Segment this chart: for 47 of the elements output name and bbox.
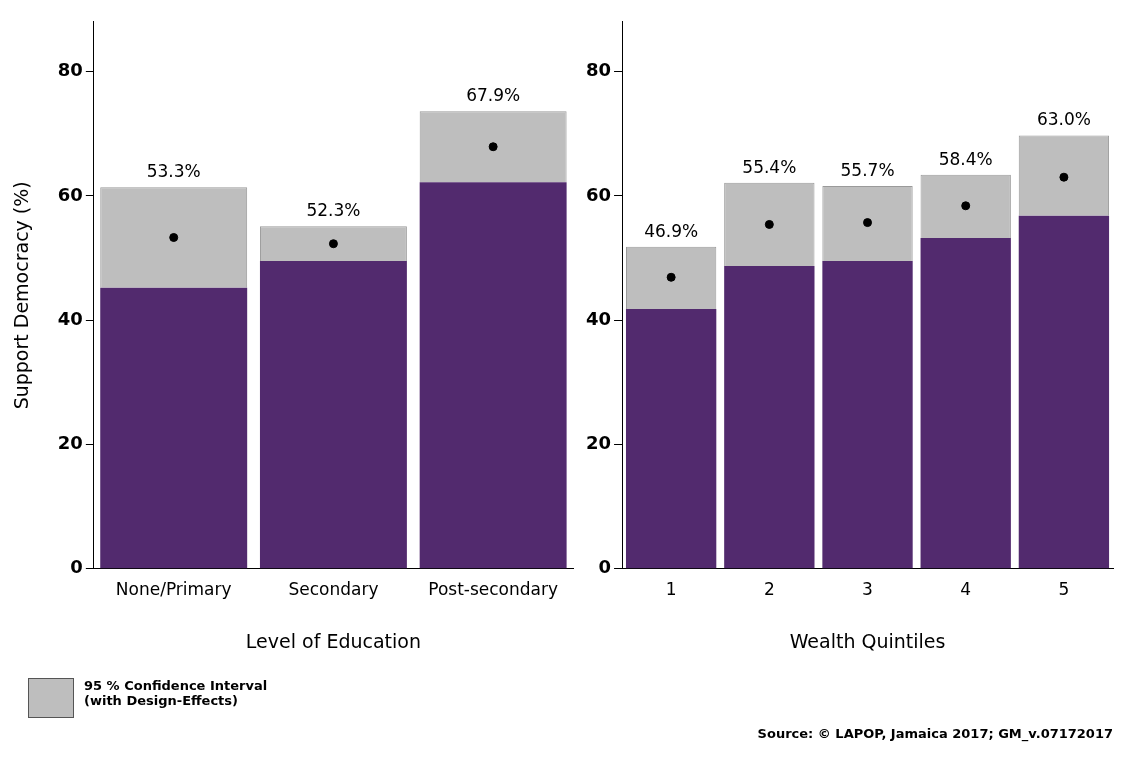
y-tick-label: 60 (57, 183, 83, 205)
data-label: 46.9% (644, 220, 699, 241)
point (169, 232, 179, 242)
y-tick-label: 80 (57, 59, 83, 81)
data-label: 63.0% (1036, 109, 1091, 130)
x-tick-label: None/Primary (115, 579, 232, 600)
x-tick-label: Post-secondary (428, 579, 559, 600)
y-tick-label: 80 (585, 59, 612, 81)
y-tick-label: 40 (57, 307, 83, 329)
y-tick-label: 0 (70, 556, 83, 578)
data-label: 58.4% (938, 148, 993, 169)
data-label: 67.9% (466, 85, 521, 106)
data-label: 53.3% (146, 161, 201, 182)
source-note: Source: © LAPOP, Jamaica 2017; GM_v.07172017 (756, 726, 1114, 741)
data-label: 55.7% (840, 159, 895, 180)
bar (822, 261, 913, 569)
x-tick-label: 1 (665, 579, 677, 600)
text: 95 % Confidence Interval (with Design-Effects) (84, 678, 269, 708)
y-axis-title: Support Democracy (%) (10, 181, 33, 410)
point (764, 219, 774, 229)
bar (100, 287, 248, 569)
bar (625, 308, 717, 569)
x-tick-label: Secondary (288, 579, 379, 600)
point (961, 201, 971, 211)
data-label: 55.4% (742, 156, 797, 177)
x-tick-label: 2 (763, 579, 775, 600)
y-tick-label: 20 (57, 432, 83, 454)
y-tick-label: 20 (585, 432, 612, 454)
bar (920, 238, 1011, 569)
x-axis-title: Level of Education (245, 629, 421, 652)
point (488, 142, 498, 152)
point (863, 218, 873, 228)
y-tick-label: 40 (585, 307, 612, 329)
bar (724, 266, 815, 569)
point (666, 272, 676, 282)
bar (1018, 215, 1110, 569)
data-label: 52.3% (306, 200, 361, 221)
y-tick-label: 60 (585, 183, 612, 205)
x-tick-label: 5 (1058, 579, 1070, 600)
y-tick-label: 0 (598, 556, 612, 578)
bar (419, 182, 567, 569)
bar (259, 261, 407, 569)
x-tick-label: 3 (862, 579, 873, 600)
x-tick-label: 4 (960, 579, 972, 600)
point (328, 239, 338, 249)
x-axis-title: Wealth Quintiles (789, 629, 946, 652)
point (1059, 172, 1069, 182)
